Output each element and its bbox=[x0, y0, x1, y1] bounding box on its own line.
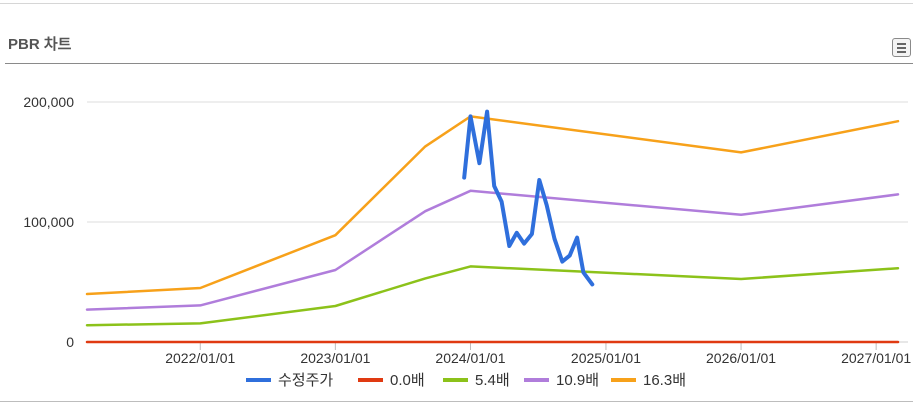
x-tick-label: 2025/01/01 bbox=[571, 350, 641, 366]
y-tick-label: 100,000 bbox=[23, 214, 74, 230]
y-tick-label: 200,000 bbox=[23, 94, 74, 110]
x-axis-ticks: 2022/01/01 2023/01/01 2024/01/01 2025/01/01… bbox=[165, 342, 911, 366]
legend-item-0[interactable]: 수정주가 bbox=[246, 372, 333, 389]
y-axis-ticks: 0 100,000 200,000 bbox=[23, 94, 74, 350]
x-tick-label: 2026/01/01 bbox=[706, 350, 776, 366]
x-tick-label: 2022/01/01 bbox=[165, 350, 235, 366]
chart-legend[interactable]: 수정주가 0.0배 5.4배 10.9배 16.3배 bbox=[246, 372, 686, 389]
legend-item-1[interactable]: 0.0배 bbox=[358, 372, 425, 389]
top-border bbox=[0, 3, 913, 4]
x-tick-label: 2027/01/01 bbox=[841, 350, 911, 366]
legend-item-2[interactable]: 5.4배 bbox=[443, 372, 510, 389]
series-line-4 bbox=[85, 115, 900, 296]
legend-label: 16.3배 bbox=[643, 372, 686, 389]
chart-title: PBR 차트 bbox=[8, 36, 72, 53]
legend-label: 0.0배 bbox=[390, 372, 425, 389]
x-tick-label: 2024/01/01 bbox=[435, 350, 505, 366]
bottom-border bbox=[0, 401, 913, 402]
series-line-2 bbox=[85, 265, 900, 327]
series-line-0 bbox=[462, 109, 595, 287]
x-tick-label: 2023/01/01 bbox=[300, 350, 370, 366]
legend-label: 5.4배 bbox=[475, 372, 510, 389]
legend-item-3[interactable]: 10.9배 bbox=[524, 372, 599, 389]
y-tick-label: 0 bbox=[66, 334, 74, 350]
legend-label: 수정주가 bbox=[278, 372, 333, 389]
series-line-3 bbox=[85, 189, 900, 311]
grid-lines bbox=[87, 101, 908, 343]
legend-item-4[interactable]: 16.3배 bbox=[611, 372, 686, 389]
series-lines bbox=[85, 109, 900, 344]
list-menu-icon[interactable] bbox=[892, 38, 911, 57]
header-divider bbox=[5, 63, 913, 64]
legend-label: 10.9배 bbox=[556, 372, 599, 389]
